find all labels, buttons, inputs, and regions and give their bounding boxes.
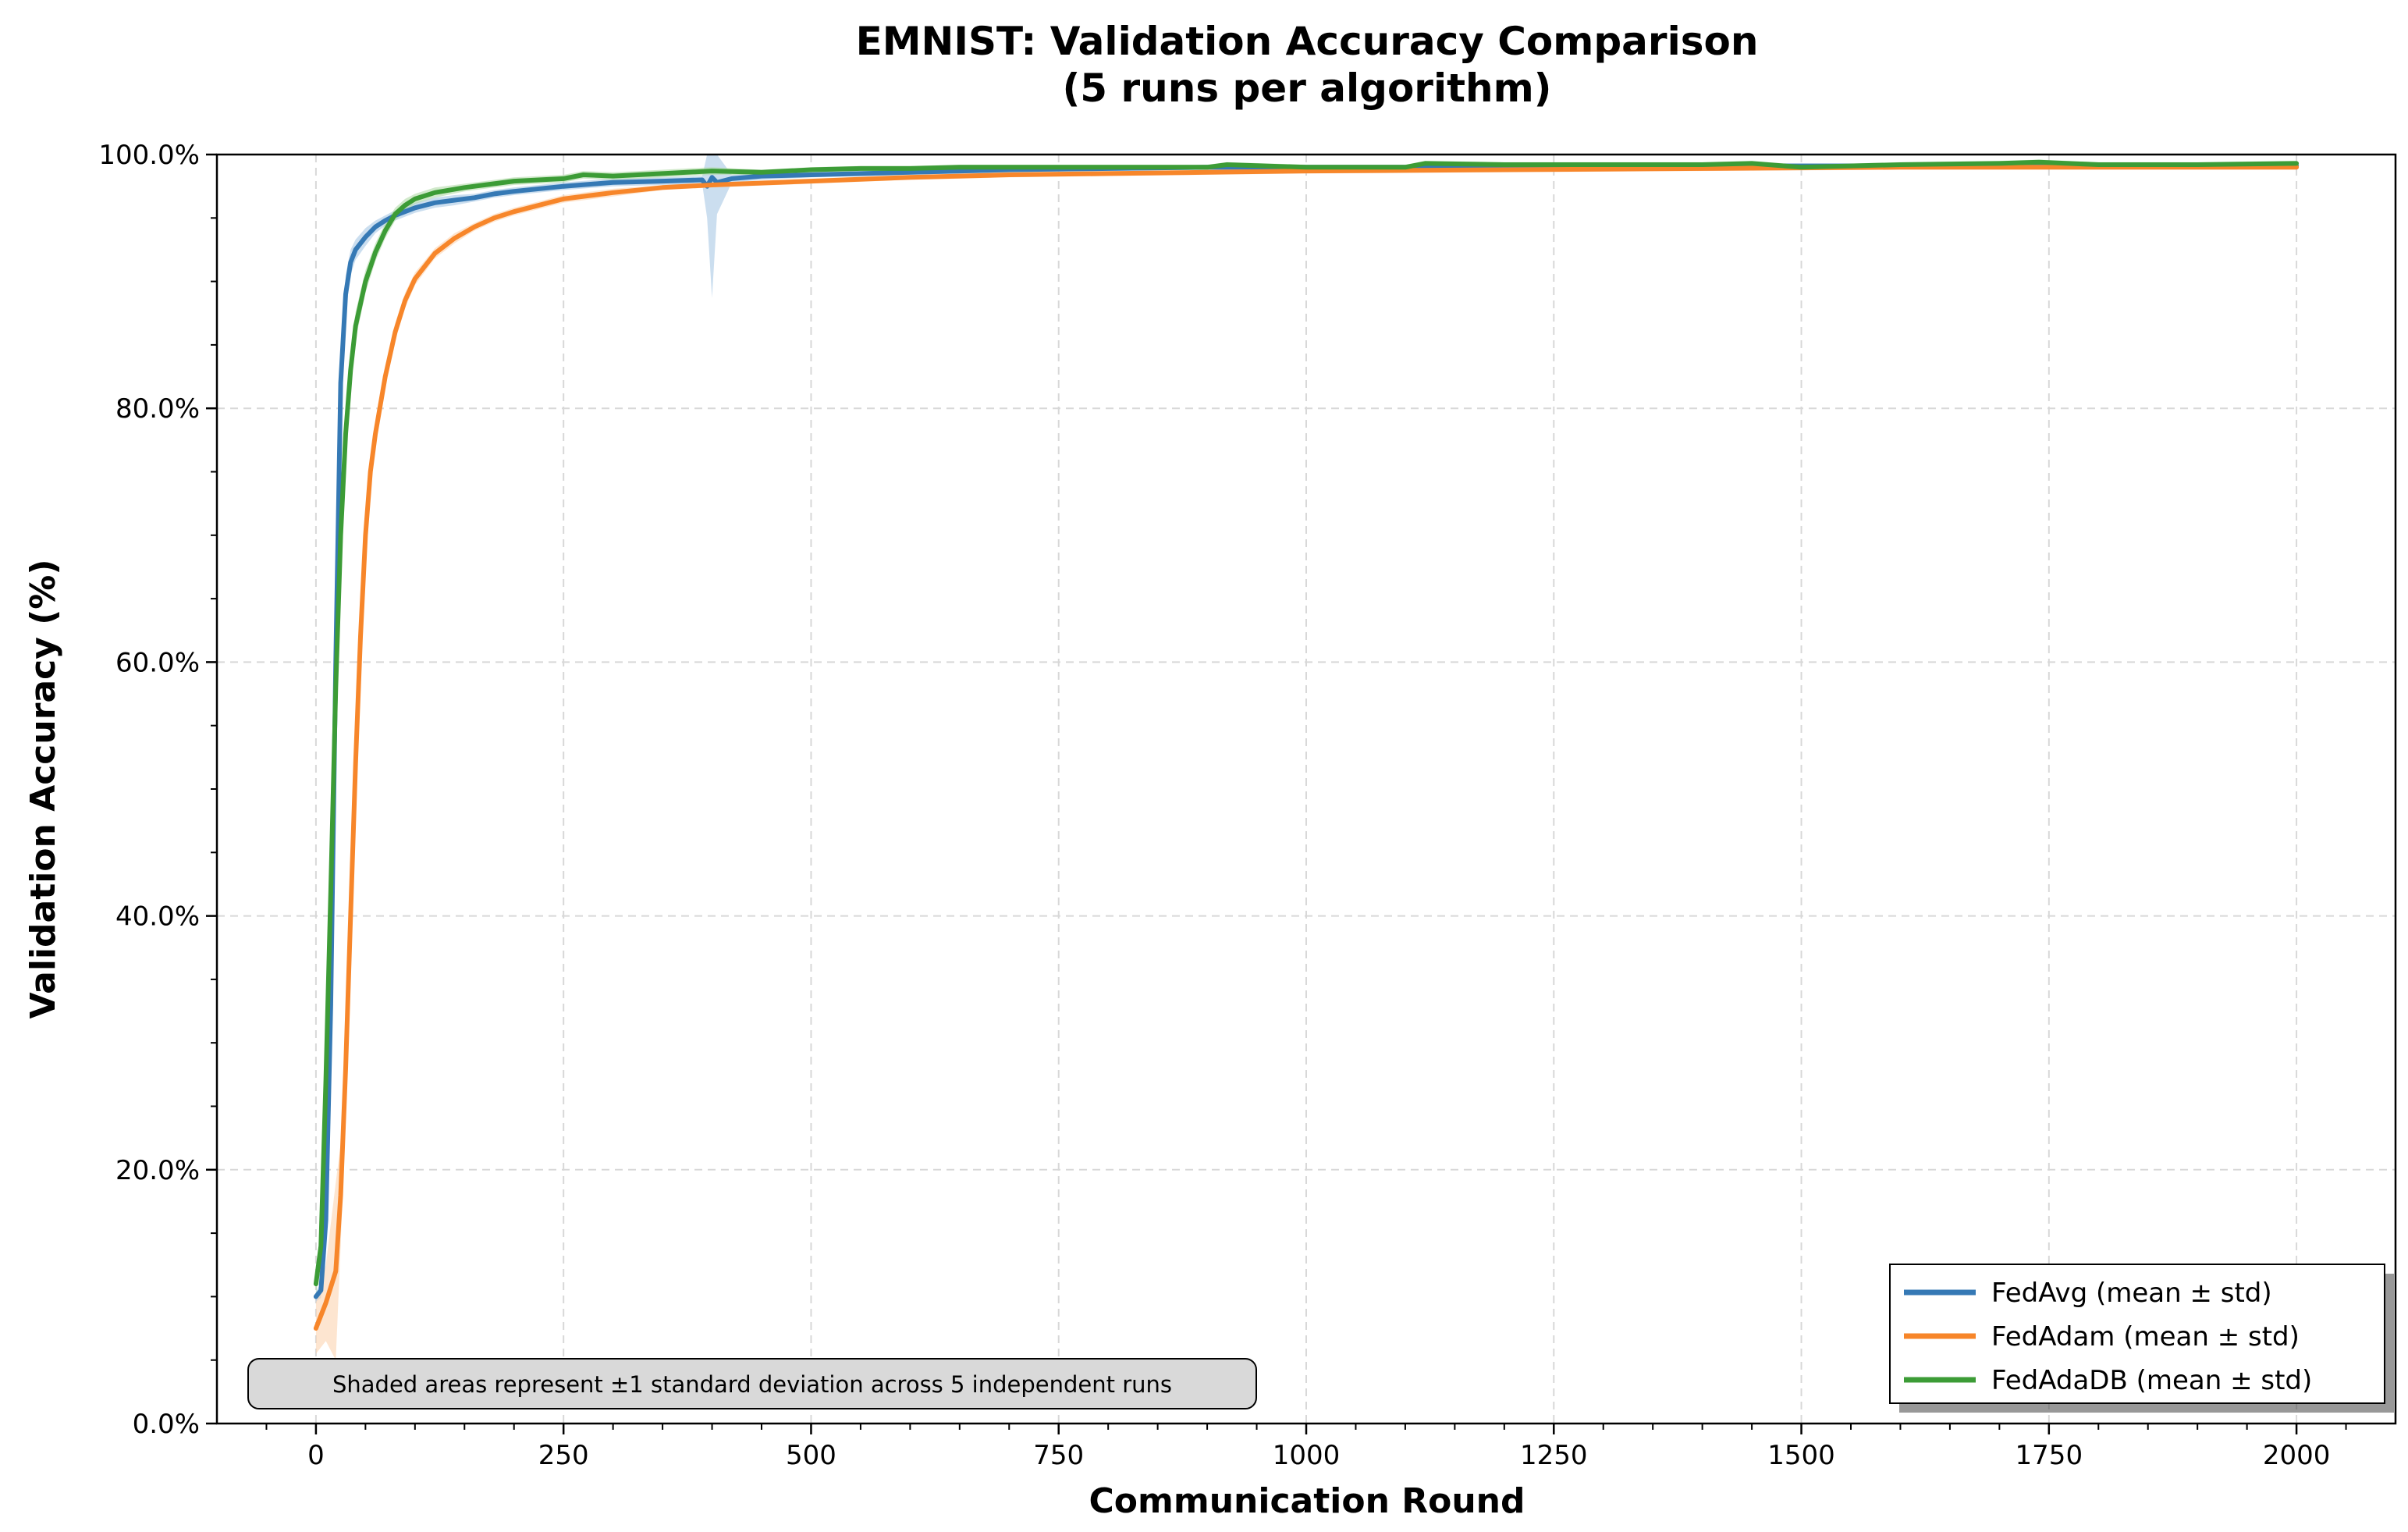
chart-subtitle: (5 runs per algorithm) [1062, 66, 1551, 111]
y-axis-ticks: 0.0% 20.0% 40.0% 60.0% 80.0% 100.0% [98, 140, 217, 1440]
x-tick-label: 0 [307, 1440, 325, 1471]
x-tick-label: 2000 [2263, 1440, 2331, 1471]
x-tick-label: 1000 [1273, 1440, 1341, 1471]
y-tick-label: 60.0% [115, 647, 200, 678]
x-axis-ticks: 0 250 500 750 1000 1250 1500 1750 2000 [265, 1424, 2347, 1471]
x-tick-label: 1250 [1520, 1440, 1588, 1471]
legend-label-2: FedAdaDB (mean ± std) [1991, 1365, 2312, 1396]
y-tick-label: 100.0% [98, 140, 200, 171]
legend-label-1: FedAdam (mean ± std) [1991, 1321, 2300, 1352]
x-tick-label: 1500 [1767, 1440, 1835, 1471]
annotation-text: Shaded areas represent ±1 standard devia… [332, 1371, 1172, 1398]
y-tick-label: 20.0% [115, 1155, 200, 1186]
x-axis-label: Communication Round [1089, 1481, 1525, 1521]
legend: FedAvg (mean ± std) FedAdam (mean ± std) F… [1889, 1264, 2394, 1413]
annotation-box: Shaded areas represent ±1 standard devia… [247, 1358, 1257, 1409]
y-tick-label: 0.0% [133, 1409, 200, 1440]
chart-title: EMNIST: Validation Accuracy Comparison [856, 19, 1759, 64]
y-axis-label: Validation Accuracy (%) [23, 560, 63, 1019]
series-line-1 [313, 165, 2300, 1331]
series-line-2 [313, 159, 2300, 1287]
x-tick-label: 750 [1033, 1440, 1084, 1471]
legend-label-0: FedAvg (mean ± std) [1991, 1278, 2272, 1309]
x-tick-label: 500 [786, 1440, 836, 1471]
series-lines [313, 159, 2300, 1331]
y-tick-label: 80.0% [115, 393, 200, 425]
y-tick-label: 40.0% [115, 901, 200, 933]
x-tick-label: 250 [538, 1440, 589, 1471]
x-tick-label: 1750 [2016, 1440, 2083, 1471]
